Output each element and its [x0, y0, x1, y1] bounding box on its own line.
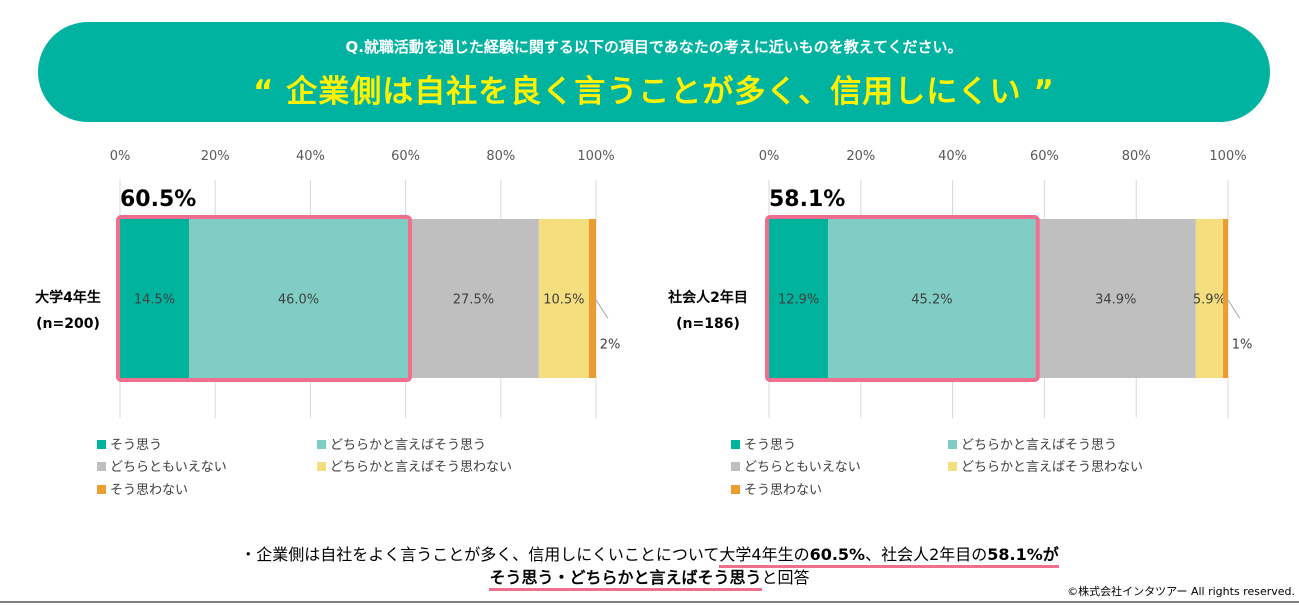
bar-segment — [1222, 219, 1228, 378]
footer-u1b: 60.5% — [809, 545, 866, 564]
highlight-box — [116, 215, 412, 382]
data-label: 27.5% — [453, 293, 494, 308]
data-label: 45.2% — [911, 293, 952, 308]
sample-size-label: (n=200) — [36, 316, 100, 332]
legend-label: そう思う — [110, 438, 162, 453]
category-label: 社会人2年目 — [667, 289, 748, 306]
legend-swatch — [317, 462, 326, 471]
headline-text: “ 企業側は自社を良く言うことが多く、信用しにくい ” — [253, 74, 1055, 110]
x-tick-label: 20% — [846, 149, 875, 164]
highlight-box — [765, 215, 1040, 382]
bar-segment — [1195, 219, 1223, 378]
footer-underlined-2: そう思う・どちらかと言えばそう思う — [489, 568, 762, 591]
legend-swatch — [948, 440, 957, 449]
highlight-total: 60.5% — [120, 187, 196, 212]
question-banner: Q.就職活動を通じた経験に関する以下の項目であなたの考えに近いものを教えてくださ… — [38, 22, 1270, 122]
data-label: 10.5% — [543, 293, 584, 308]
footer-u1a: 大学4年生の — [719, 545, 810, 564]
category-label: 大学4年生 — [35, 289, 101, 306]
legend-label: どちらかと言えばそう思わない — [961, 460, 1143, 475]
data-label: 5.9% — [1193, 293, 1226, 308]
x-tick-label: 60% — [391, 149, 420, 164]
bar-segment — [769, 219, 829, 378]
data-label: 12.9% — [778, 293, 819, 308]
bottom-divider — [0, 601, 1299, 603]
footer-suffix: と回答 — [761, 568, 810, 587]
data-label: 14.5% — [134, 293, 175, 308]
leader-line — [594, 298, 609, 319]
legend-label: どちらかと言えばそう思わない — [330, 460, 512, 475]
legend-label: そう思わない — [744, 483, 822, 498]
footer-prefix: ・企業側は自社をよく言うことが多く、信用しにくいことについて — [240, 545, 720, 564]
legend-label: どちらかと言えばそう思う — [330, 438, 486, 453]
legend-swatch — [97, 485, 106, 494]
x-tick-label: 80% — [1122, 149, 1151, 164]
legend-label: どちらともいえない — [744, 460, 861, 475]
legend-label: どちらともいえない — [110, 460, 227, 475]
footer-u1c: 、社会人2年目の — [865, 545, 988, 564]
data-label: 2% — [600, 338, 621, 353]
legend-swatch — [317, 440, 326, 449]
x-tick-label: 60% — [1030, 149, 1059, 164]
bar-segment — [189, 219, 408, 378]
bar-segment — [1035, 219, 1196, 378]
leader-line — [1226, 298, 1241, 319]
x-tick-label: 80% — [486, 149, 515, 164]
footer-line-2: そう思う・どちらかと言えばそう思うと回答 — [0, 564, 1299, 591]
bar-segment — [828, 219, 1036, 378]
x-tick-label: 100% — [577, 149, 614, 164]
footer-line-1: ・企業側は自社をよく言うことが多く、信用しにくいことについて大学4年生の60.5… — [0, 541, 1299, 568]
x-tick-label: 40% — [296, 149, 325, 164]
legend-label: そう思う — [744, 438, 796, 453]
bar-segment — [538, 219, 589, 378]
footer-u1d: 58.1%が — [987, 545, 1059, 564]
legend-swatch — [731, 485, 740, 494]
x-tick-label: 0% — [110, 149, 131, 164]
x-tick-label: 20% — [201, 149, 230, 164]
x-tick-label: 40% — [938, 149, 967, 164]
bar-segment — [120, 219, 190, 378]
sample-size-label: (n=186) — [676, 316, 740, 332]
legend-swatch — [97, 440, 106, 449]
legend-swatch — [731, 440, 740, 449]
question-text: Q.就職活動を通じた経験に関する以下の項目であなたの考えに近いものを教えてくださ… — [345, 38, 963, 56]
bar-segment — [407, 219, 539, 378]
legend-label: そう思わない — [110, 483, 188, 498]
copyright: ©株式会社インタツアー All rights reserved. — [1067, 585, 1295, 598]
legend-label: どちらかと言えばそう思う — [961, 438, 1117, 453]
legend-swatch — [97, 462, 106, 471]
data-label: 46.0% — [278, 293, 319, 308]
legend-swatch — [948, 462, 957, 471]
highlight-total: 58.1% — [769, 187, 845, 212]
data-label: 34.9% — [1095, 293, 1136, 308]
legend-swatch — [731, 462, 740, 471]
x-tick-label: 100% — [1209, 149, 1246, 164]
bar-segment — [588, 219, 596, 378]
x-tick-label: 0% — [759, 149, 780, 164]
data-label: 1% — [1232, 338, 1253, 353]
footer-underlined-1: 大学4年生の60.5%、社会人2年目の58.1%が — [719, 545, 1059, 568]
